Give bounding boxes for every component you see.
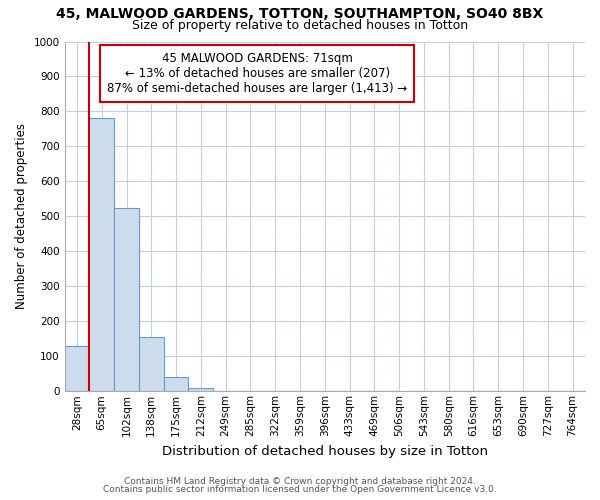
- Text: Contains public sector information licensed under the Open Government Licence v3: Contains public sector information licen…: [103, 484, 497, 494]
- X-axis label: Distribution of detached houses by size in Totton: Distribution of detached houses by size …: [162, 444, 488, 458]
- Bar: [65, 346, 89, 392]
- Text: Contains HM Land Registry data © Crown copyright and database right 2024.: Contains HM Land Registry data © Crown c…: [124, 477, 476, 486]
- Text: 45 MALWOOD GARDENS: 71sqm
← 13% of detached houses are smaller (207)
87% of semi: 45 MALWOOD GARDENS: 71sqm ← 13% of detac…: [107, 52, 407, 95]
- Bar: [164, 378, 188, 392]
- Bar: [188, 388, 213, 392]
- Bar: [114, 208, 139, 392]
- Text: Size of property relative to detached houses in Totton: Size of property relative to detached ho…: [132, 18, 468, 32]
- Bar: [139, 337, 164, 392]
- Y-axis label: Number of detached properties: Number of detached properties: [15, 124, 28, 310]
- Bar: [89, 118, 114, 392]
- Text: 45, MALWOOD GARDENS, TOTTON, SOUTHAMPTON, SO40 8BX: 45, MALWOOD GARDENS, TOTTON, SOUTHAMPTON…: [56, 8, 544, 22]
